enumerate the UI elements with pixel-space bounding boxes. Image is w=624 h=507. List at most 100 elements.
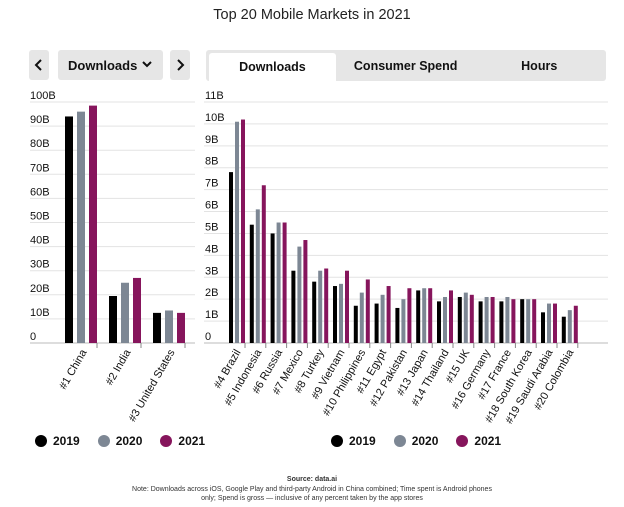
bar-2021	[365, 279, 370, 343]
bar-2020	[463, 292, 468, 343]
bar-2020	[484, 296, 489, 343]
x-tick-label: #2 India	[104, 347, 134, 388]
metric-dropdown[interactable]: Downloads	[58, 50, 163, 80]
bar-2019	[457, 296, 462, 343]
bar-2020	[422, 288, 427, 343]
legend-item-2020: 2020	[97, 434, 143, 448]
legend-item-2020: 2020	[393, 434, 439, 448]
chevron-left-icon	[34, 59, 42, 71]
tab-consumer-spend[interactable]: Consumer Spend	[353, 58, 458, 73]
bar-2020	[255, 209, 260, 343]
bar-2021	[386, 286, 391, 343]
legend-item-2019: 2019	[35, 434, 80, 448]
bar-2021	[428, 288, 433, 343]
y-tick-label: 0	[30, 331, 36, 343]
legend-swatch	[97, 435, 110, 447]
y-tick-label: 10B	[30, 307, 50, 319]
bar-2021	[133, 277, 141, 343]
y-tick-label: 10B	[205, 112, 225, 124]
bar-2020	[235, 121, 239, 343]
legend-left: 2019 2020 2021	[35, 434, 205, 448]
y-tick-label: 30B	[30, 259, 50, 271]
legend-label: 2020	[411, 434, 439, 448]
y-tick-label: 3B	[205, 265, 218, 277]
bar-2021	[241, 119, 245, 343]
chevron-down-icon	[142, 61, 152, 68]
y-tick-label: 70B	[30, 162, 50, 174]
bar-2021	[532, 299, 537, 343]
next-button[interactable]	[170, 50, 190, 80]
bar-2021	[490, 296, 495, 343]
y-tick-label: 6B	[205, 200, 218, 212]
y-tick-label: 100B	[30, 90, 56, 102]
bar-2021	[553, 303, 557, 343]
bar-2019	[270, 233, 275, 343]
bar-2019	[249, 224, 254, 343]
y-tick-label: 2B	[205, 287, 218, 299]
bar-2021	[261, 185, 266, 343]
legend-label: 2021	[474, 434, 502, 448]
bar-2019	[229, 172, 233, 343]
y-tick-label: 60B	[30, 186, 50, 198]
dropdown-label: Downloads	[68, 57, 138, 73]
legend-label: 2019	[349, 434, 376, 448]
y-tick-label: 0	[205, 331, 211, 343]
legend-item-2021: 2021	[456, 434, 501, 448]
bar-2021	[469, 294, 474, 343]
bar-2019	[353, 305, 358, 343]
bar-2021	[89, 105, 97, 344]
bar-2021	[511, 299, 516, 343]
y-tick-label: 80B	[30, 138, 50, 150]
bar-2019	[541, 312, 545, 343]
bar-2021	[324, 268, 329, 343]
bar-2019	[374, 303, 379, 343]
bar-2020	[505, 296, 510, 343]
bar-2019	[437, 301, 441, 343]
y-tick-label: 20B	[30, 283, 50, 295]
metric-tabs: Downloads Consumer Spend Hours	[206, 50, 606, 81]
y-tick-label: 50B	[30, 211, 50, 223]
bar-2020	[318, 270, 323, 343]
y-tick-label: 8B	[205, 156, 218, 168]
bar-2020	[567, 310, 572, 343]
bar-2020	[547, 303, 551, 343]
legend-swatch	[160, 435, 173, 447]
bar-2021	[407, 288, 412, 343]
bar-2020	[380, 294, 385, 343]
bar-2021	[177, 312, 185, 343]
bar-2021	[282, 222, 287, 343]
bar-2020	[297, 246, 302, 343]
chart-title: Top 20 Mobile Markets in 2021	[213, 7, 411, 23]
tab-downloads[interactable]: Downloads	[209, 53, 336, 81]
bar-2019	[109, 296, 117, 343]
legend-swatch	[393, 435, 406, 447]
bar-2020	[359, 292, 364, 343]
bar-2021	[345, 270, 349, 343]
legend-swatch	[331, 435, 343, 447]
bar-2020	[77, 111, 85, 343]
bar-2020	[276, 222, 281, 343]
y-tick-label: 9B	[205, 134, 218, 146]
bar-2019	[312, 281, 317, 343]
bar-2019	[499, 301, 504, 343]
bar-2020	[401, 299, 406, 343]
bar-2020	[339, 283, 343, 343]
y-tick-label: 1B	[205, 309, 218, 321]
bar-2019	[520, 299, 525, 343]
x-tick-label: #3 United States	[127, 347, 178, 424]
prev-button[interactable]	[29, 50, 49, 80]
legend-swatch	[35, 435, 47, 447]
source-text: Source: data.ai	[286, 476, 338, 483]
tab-hours[interactable]: Hours	[521, 58, 558, 73]
bar-2020	[121, 282, 129, 343]
legend-label: 2020	[115, 434, 143, 448]
y-tick-label: 40B	[30, 235, 50, 247]
y-tick-label: 90B	[30, 114, 50, 126]
legend-item-2021: 2021	[160, 434, 205, 448]
bar-2021	[303, 240, 308, 343]
legend-label: 2021	[178, 434, 206, 448]
bar-2019	[395, 307, 400, 343]
legend-item-2019: 2019	[331, 434, 376, 448]
bar-2019	[561, 316, 566, 343]
